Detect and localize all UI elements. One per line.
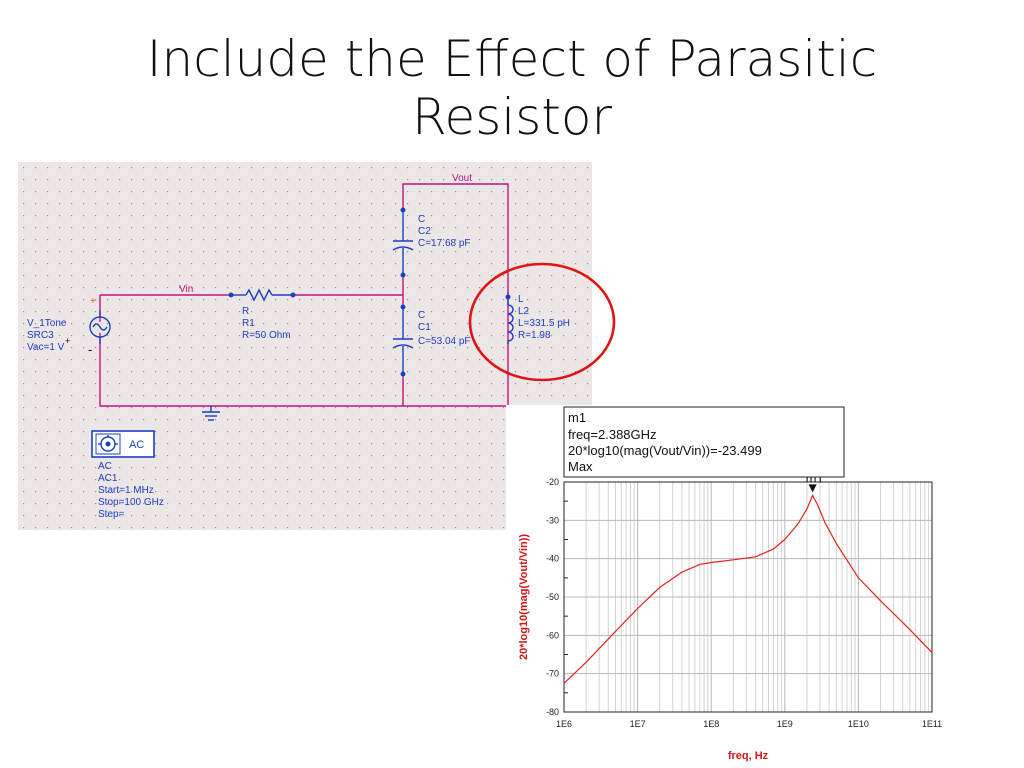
cap1-value: C=53.04 pF [418,336,471,347]
y-tick-label: -60 [546,630,559,640]
ac-voltage-source[interactable] [89,310,111,344]
x-tick-label: 1E6 [556,719,572,729]
ac-stop: Stop=100 GHz [98,497,164,508]
cap2-type: C [418,214,425,225]
source-label-type: V_1Tone [27,318,67,329]
inductor-highlight-layer [468,262,616,382]
cap1-name: C1 [418,322,431,333]
resistor-name: R1 [242,318,255,329]
resistor-value: R=50 Ohm [242,330,291,341]
inductor-highlight-circle [468,262,616,382]
y-tick-label: -70 [546,669,559,679]
net-label-vout: Vout [452,173,472,184]
cap1-type: C [418,310,425,321]
x-tick-label: 1E8 [703,719,719,729]
source-label-name: SRC3 [27,330,54,341]
circuit-schematic: + - V_1Tone SRC3 Vac=1 V + Vin Vout R R1… [18,162,592,530]
x-tick-label: 1E7 [630,719,646,729]
capacitor-c2[interactable] [392,207,414,278]
inductor-resistance: R=1.98 [518,330,551,341]
y-axis-label: 20*log10(mag(Vout/Vin)) [518,534,530,660]
inductor-l2[interactable] [505,294,514,344]
source-plus-sign: + [90,296,96,307]
y-tick-label: -40 [546,554,559,564]
cap2-name: C2 [418,226,431,237]
source-label-value: Vac=1 V [27,342,65,353]
frequency-response-plot: 1E6 1E7 1E8 1E9 1E10 1E11 -20 -30 -40 -50 -60 -70 -8… [506,405,952,765]
marker-readout-line-1: m1 [568,410,586,425]
x-axis-label: freq, Hz [728,750,769,762]
series-line [563,493,933,684]
y-tick-label: -30 [546,515,559,525]
ac-type: AC [98,461,112,472]
inductor-name: L2 [518,306,530,317]
marker-readout-line-3: 20*log10(mag(Vout/Vin))=-23.499 [568,443,762,458]
resistor-r1[interactable] [228,288,296,302]
cap2-value: C=17.68 pF [418,238,471,249]
x-tick-label: 1E9 [777,719,793,729]
ac-step: Step= [98,509,125,520]
plot-area-frame [563,481,933,713]
ac-block-label: AC [129,439,144,451]
ac-name: AC1 [98,473,118,484]
y-tick-label: -80 [546,707,559,717]
capacitor-c1[interactable] [392,304,414,377]
net-label-vin: Vin [179,284,193,295]
marker-readout-line-4: Max [568,459,593,474]
y-tick-label: -20 [546,477,559,487]
slide-title: Include the Effect of Parasitic Resistor [0,30,1024,146]
plot-ticks: 1E6 1E7 1E8 1E9 1E10 1E11 -20 -30 -40 -50 -60 -70 -8… [546,477,942,729]
ac-simulation-block[interactable] [91,430,155,458]
x-tick-label: 1E10 [848,719,869,729]
ac-start: Start=1 MHz [98,485,154,496]
source-minus-sign: - [88,342,92,357]
y-tick-label: -50 [546,592,559,602]
source-terminal-plus: + [65,336,70,346]
inductor-value: L=331.5 pH [518,318,570,329]
marker-readout-line-2: freq=2.388GHz [568,427,657,442]
inductor-type: L [518,294,524,305]
title-line-1: Include the Effect of Parasitic [146,30,878,88]
resistor-type: R [242,306,249,317]
ground-symbol [202,406,220,421]
marker-readout-box [563,406,845,478]
x-tick-label: 1E11 [922,719,942,729]
title-line-2: Resistor [412,88,612,146]
marker-m1-triangle[interactable] [808,484,817,493]
